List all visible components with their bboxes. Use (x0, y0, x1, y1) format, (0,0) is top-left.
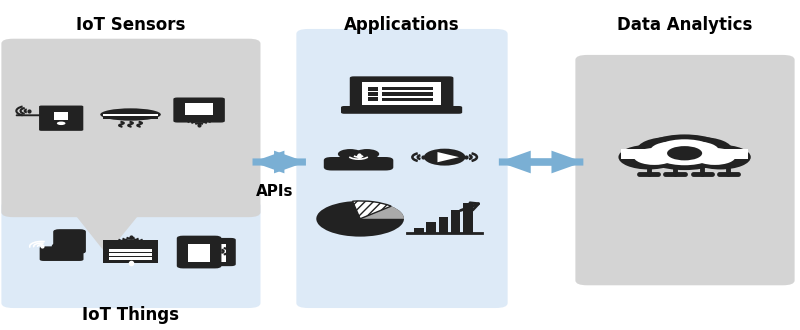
FancyBboxPatch shape (40, 247, 83, 261)
Circle shape (641, 134, 729, 170)
FancyBboxPatch shape (341, 106, 462, 114)
Bar (621, 149, 748, 159)
Wedge shape (353, 201, 391, 219)
Circle shape (338, 149, 362, 159)
Bar (185, 103, 213, 115)
Circle shape (637, 137, 701, 163)
Bar (103, 115, 158, 119)
FancyBboxPatch shape (54, 229, 86, 254)
FancyBboxPatch shape (177, 236, 222, 268)
Bar (362, 82, 441, 105)
Circle shape (650, 142, 695, 160)
Text: APIs: APIs (256, 184, 294, 199)
Circle shape (424, 149, 466, 166)
FancyBboxPatch shape (296, 29, 508, 308)
Circle shape (690, 145, 750, 170)
Ellipse shape (100, 108, 161, 121)
Bar (369, 97, 378, 101)
Circle shape (669, 137, 733, 163)
Bar (109, 249, 153, 252)
Bar (109, 257, 153, 260)
Bar (188, 244, 210, 262)
Text: IoT Things: IoT Things (82, 306, 179, 324)
Circle shape (674, 142, 719, 160)
Bar (426, 222, 436, 233)
Text: Data Analytics: Data Analytics (617, 16, 752, 34)
Circle shape (618, 145, 679, 170)
Bar (54, 112, 68, 120)
Circle shape (694, 148, 736, 165)
FancyArrow shape (499, 150, 583, 173)
FancyBboxPatch shape (575, 55, 794, 285)
Bar (382, 87, 434, 90)
Bar (369, 92, 378, 96)
Polygon shape (73, 212, 141, 254)
Circle shape (653, 139, 717, 165)
Bar (369, 87, 378, 91)
Bar (382, 98, 434, 101)
Bar (209, 244, 226, 262)
Bar (109, 253, 153, 256)
FancyBboxPatch shape (2, 201, 261, 308)
FancyArrow shape (253, 150, 306, 173)
FancyBboxPatch shape (2, 39, 261, 217)
FancyBboxPatch shape (39, 106, 83, 131)
Bar (103, 114, 158, 116)
Bar (102, 240, 158, 263)
FancyBboxPatch shape (200, 238, 236, 266)
Polygon shape (339, 156, 378, 163)
FancyBboxPatch shape (174, 97, 225, 122)
FancyArrow shape (253, 150, 306, 173)
Circle shape (57, 121, 66, 125)
Polygon shape (438, 152, 459, 162)
FancyBboxPatch shape (350, 76, 454, 110)
Bar (463, 204, 473, 233)
FancyArrow shape (15, 114, 42, 116)
Circle shape (634, 148, 675, 165)
Bar (438, 217, 448, 233)
Circle shape (667, 146, 702, 160)
Wedge shape (360, 206, 404, 219)
Bar (450, 210, 461, 233)
Wedge shape (316, 201, 404, 237)
Text: IoT Sensors: IoT Sensors (76, 16, 186, 34)
FancyArrow shape (499, 150, 583, 173)
FancyBboxPatch shape (324, 157, 394, 171)
Bar (382, 92, 434, 96)
Text: Applications: Applications (344, 16, 459, 34)
Bar (414, 228, 423, 233)
Circle shape (354, 149, 379, 159)
